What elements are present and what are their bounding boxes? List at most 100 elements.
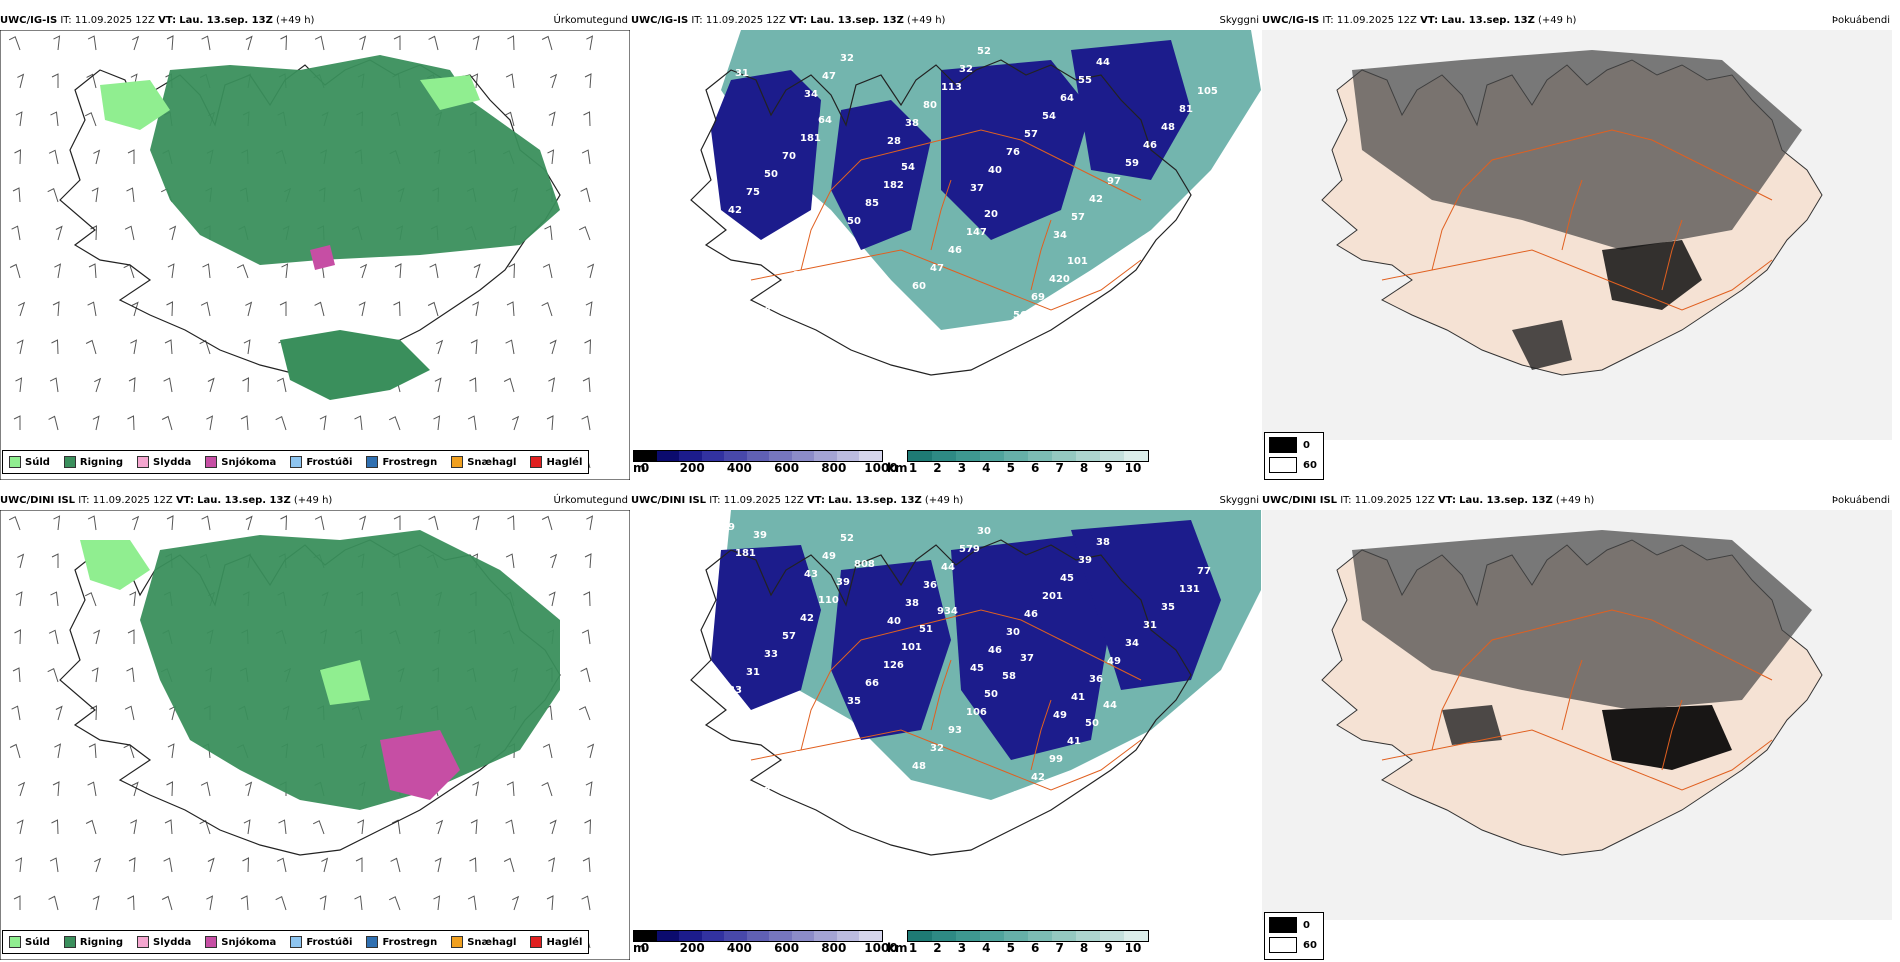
wind-barb — [199, 339, 211, 355]
visibility-label: 56 — [1114, 819, 1128, 830]
legend-swatch — [137, 936, 150, 948]
legend-label: Frostúði — [306, 936, 353, 948]
visibility-label: 73 — [1132, 321, 1146, 332]
wind-barb — [388, 896, 401, 911]
visibility-label: 37 — [970, 183, 984, 194]
wind-barb — [126, 667, 135, 683]
wind-barb — [505, 819, 515, 835]
panel-header: UWC/DINI ISL IT: 11.09.2025 12Z VT: Lau.… — [1262, 492, 1892, 510]
wind-barb — [8, 36, 21, 51]
wind-barb — [51, 553, 59, 568]
colorbar-tick: 7 — [1055, 941, 1064, 955]
fog-legend-row: 60 — [1269, 457, 1319, 473]
visibility-label: 20 — [984, 209, 998, 220]
wind-barb — [436, 819, 444, 835]
visibility-label: 41 — [1071, 692, 1085, 703]
wind-barb — [586, 515, 594, 531]
wind-barb — [87, 301, 97, 317]
colorbar-tick: 200 — [679, 461, 705, 475]
visibility-label: 46 — [948, 245, 962, 256]
vt-label: VT: — [1437, 495, 1456, 506]
visibility-label: 30 — [1136, 277, 1150, 288]
wind-barb — [87, 35, 97, 51]
legend-label: Snæhagl — [467, 936, 517, 948]
legend-item: Súld — [9, 456, 50, 468]
panel-header: UWC/IG-IS IT: 11.09.2025 12Z VT: Lau. 13… — [0, 12, 630, 30]
legend-item: Rigning — [63, 456, 123, 468]
vt-value: Lau. 13.sep. 13Z — [197, 495, 291, 506]
visibility-label: 41 — [1067, 736, 1081, 747]
colorbar-tick: 800 — [821, 941, 847, 955]
wind-barb — [166, 301, 174, 317]
wind-barb — [236, 264, 249, 279]
wind-barb — [512, 895, 520, 911]
legend-label: Súld — [25, 456, 50, 468]
colorbar-segment — [769, 451, 792, 461]
wind-barb — [202, 263, 211, 279]
visibility-label: 41 — [739, 324, 753, 335]
colorbar-segment — [634, 451, 657, 461]
wind-barb — [199, 819, 211, 835]
wind-barb — [91, 187, 99, 203]
wind-barb — [585, 781, 593, 797]
wind-barb — [390, 857, 401, 873]
colorbar-segment — [836, 931, 860, 941]
wind-barb — [206, 895, 214, 911]
legend-swatch — [137, 456, 150, 468]
fog-legend-swatch — [1269, 437, 1297, 453]
wind-barb — [8, 516, 21, 531]
legend-swatch — [451, 456, 464, 468]
colorbar-tick: 2 — [933, 461, 942, 475]
wind-barb — [48, 895, 59, 911]
legend-label: Rigning — [79, 936, 124, 948]
wind-barb — [166, 781, 174, 797]
wind-barb — [131, 781, 139, 797]
wind-barb — [433, 415, 441, 431]
wind-barb — [434, 377, 442, 393]
ceiling-colorbar — [633, 930, 883, 942]
wind-barb — [541, 301, 553, 317]
visibility-label: 75 — [746, 187, 760, 198]
wind-barb — [280, 35, 288, 51]
visibility-label: 99 — [1049, 754, 1063, 765]
wind-barb — [321, 857, 329, 873]
colorbar-tick: 5 — [1006, 461, 1015, 475]
visibility-label: 60 — [912, 281, 926, 292]
colorbar-segment — [746, 451, 770, 461]
visibility-label: 39 — [1078, 555, 1092, 566]
colorbar-segment — [956, 931, 980, 941]
it-value: 11.09.2025 12Z — [723, 495, 804, 506]
visibility-label: 39 — [836, 577, 850, 588]
wind-barb — [9, 263, 21, 279]
road-network — [1381, 129, 1773, 311]
legend-item: Slydda — [137, 936, 191, 948]
visibility-label: 208 — [793, 270, 814, 281]
visibility-label: 30 — [977, 526, 991, 537]
model-name: UWC/IG-IS — [0, 15, 58, 26]
wind-barb — [507, 35, 515, 51]
wind-barb — [84, 112, 97, 127]
visibility-label: 51 — [919, 624, 933, 635]
visibility-label: 32 — [959, 64, 973, 75]
precip-area-drizzle — [80, 540, 150, 590]
fog-legend: 0 60 — [1264, 432, 1324, 480]
wind-barb — [14, 629, 22, 645]
wind-barb — [427, 301, 439, 317]
wind-barb — [130, 819, 138, 835]
wind-barb — [13, 415, 21, 430]
vt-label: VT: — [789, 15, 808, 26]
wind-barb — [245, 35, 253, 51]
wind-barb — [169, 225, 177, 241]
wind-barb — [550, 73, 558, 89]
it-label: IT: — [1322, 15, 1334, 26]
visibility-label: 579 — [959, 544, 980, 555]
wind-barb — [472, 515, 480, 531]
visibility-label: 131 — [1179, 584, 1200, 595]
wind-barb — [127, 149, 135, 164]
wind-barb — [53, 35, 61, 51]
wind-barb — [16, 339, 24, 355]
wind-barb — [18, 781, 26, 797]
legend-swatch — [63, 936, 76, 948]
wind-barb — [167, 263, 175, 279]
wind-barb — [505, 553, 515, 569]
